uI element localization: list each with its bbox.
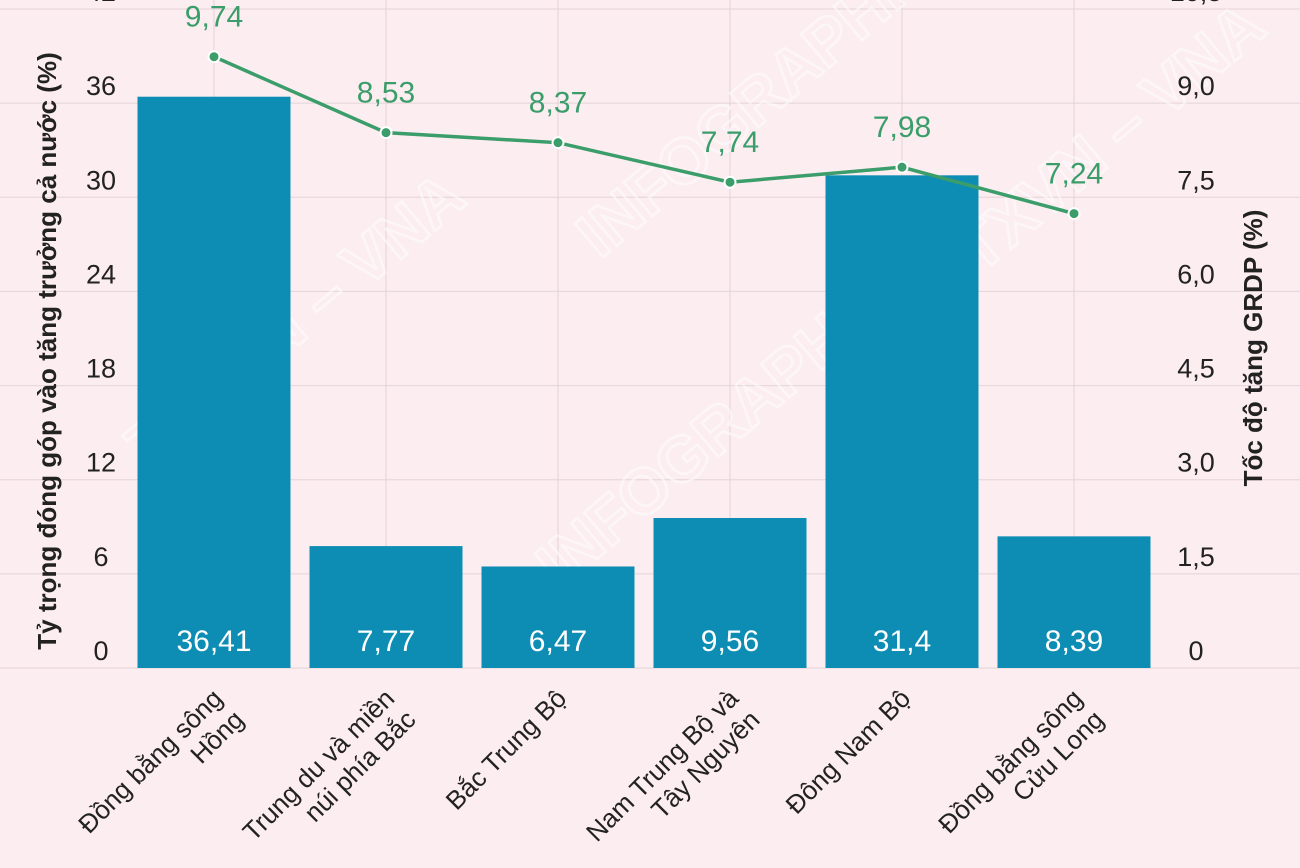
right-tick-label: 10,5 xyxy=(1170,0,1223,7)
bar xyxy=(997,536,1151,668)
line-point xyxy=(1067,207,1081,221)
right-tick-label: 0 xyxy=(1188,636,1203,666)
line-value-label: 7,98 xyxy=(873,111,931,144)
category-label-line: Đông Nam Bộ xyxy=(780,683,917,820)
bar xyxy=(481,566,635,668)
left-tick-label: 42 xyxy=(86,0,116,7)
line-value-label: 8,53 xyxy=(357,77,415,110)
line-point xyxy=(551,136,565,150)
line-value-label: 8,37 xyxy=(529,87,587,120)
line-point xyxy=(723,175,737,189)
left-tick-label: 0 xyxy=(93,636,108,666)
line-value-label: 9,74 xyxy=(185,1,243,34)
left-tick-label: 6 xyxy=(93,542,108,572)
category-label: Nam Trung Bộ vàTây Nguyên xyxy=(580,683,766,868)
bar xyxy=(137,96,291,668)
right-tick-label: 7,5 xyxy=(1177,165,1215,195)
bar-value-label: 7,77 xyxy=(357,625,415,658)
right-axis-title: Tốc độ tăng GRDP (%) xyxy=(1238,210,1268,487)
line-point xyxy=(207,50,221,64)
line-point xyxy=(379,126,393,140)
category-label: Đông Nam Bộ xyxy=(780,683,917,820)
right-axis-ticks: 0 1,5 3,0 4,5 6,0 7,5 9,0 10,5 xyxy=(1170,0,1223,666)
bar xyxy=(309,546,463,668)
bar-value-label: 36,41 xyxy=(176,625,251,658)
right-tick-label: 4,5 xyxy=(1177,354,1215,384)
bar-value-label: 8,39 xyxy=(1045,625,1103,658)
left-tick-label: 12 xyxy=(86,448,116,478)
category-label: Đồng bằng sôngCửu Long xyxy=(932,683,1109,860)
category-label: Đồng bằng sôngHồng xyxy=(72,683,249,860)
line-point xyxy=(895,160,909,174)
left-tick-label: 30 xyxy=(86,165,116,195)
left-tick-label: 18 xyxy=(86,354,116,384)
category-label: Trung du và miềnnúi phía Bắc xyxy=(237,683,422,868)
right-tick-label: 1,5 xyxy=(1177,542,1215,572)
bar-series: 36,41 7,77 6,47 9,56 31,4 8,39 xyxy=(137,96,1151,669)
line-series: 9,74 8,53 8,37 7,74 7,98 7,24 xyxy=(185,1,1103,221)
line-path xyxy=(213,55,1075,216)
bar-value-label: 6,47 xyxy=(529,625,587,658)
bar xyxy=(825,175,979,669)
line-value-label: 7,24 xyxy=(1045,158,1103,191)
right-tick-label: 3,0 xyxy=(1177,448,1215,478)
bar xyxy=(653,517,807,668)
category-label: Bắc Trung Bộ xyxy=(440,683,573,816)
left-tick-label: 36 xyxy=(86,71,116,101)
left-tick-label: 24 xyxy=(86,259,116,289)
right-tick-label: 6,0 xyxy=(1177,259,1215,289)
category-label-line: Bắc Trung Bộ xyxy=(440,683,573,816)
bar-value-label: 9,56 xyxy=(701,625,759,658)
line-value-label: 7,74 xyxy=(701,126,759,159)
bar-value-label: 31,4 xyxy=(873,625,931,658)
right-tick-label: 9,0 xyxy=(1177,71,1215,101)
left-axis-title: Tỷ trọng đóng góp vào tăng trưởng cả nướ… xyxy=(32,52,62,650)
left-axis-ticks: 0 6 12 18 24 30 36 42 xyxy=(86,0,116,666)
